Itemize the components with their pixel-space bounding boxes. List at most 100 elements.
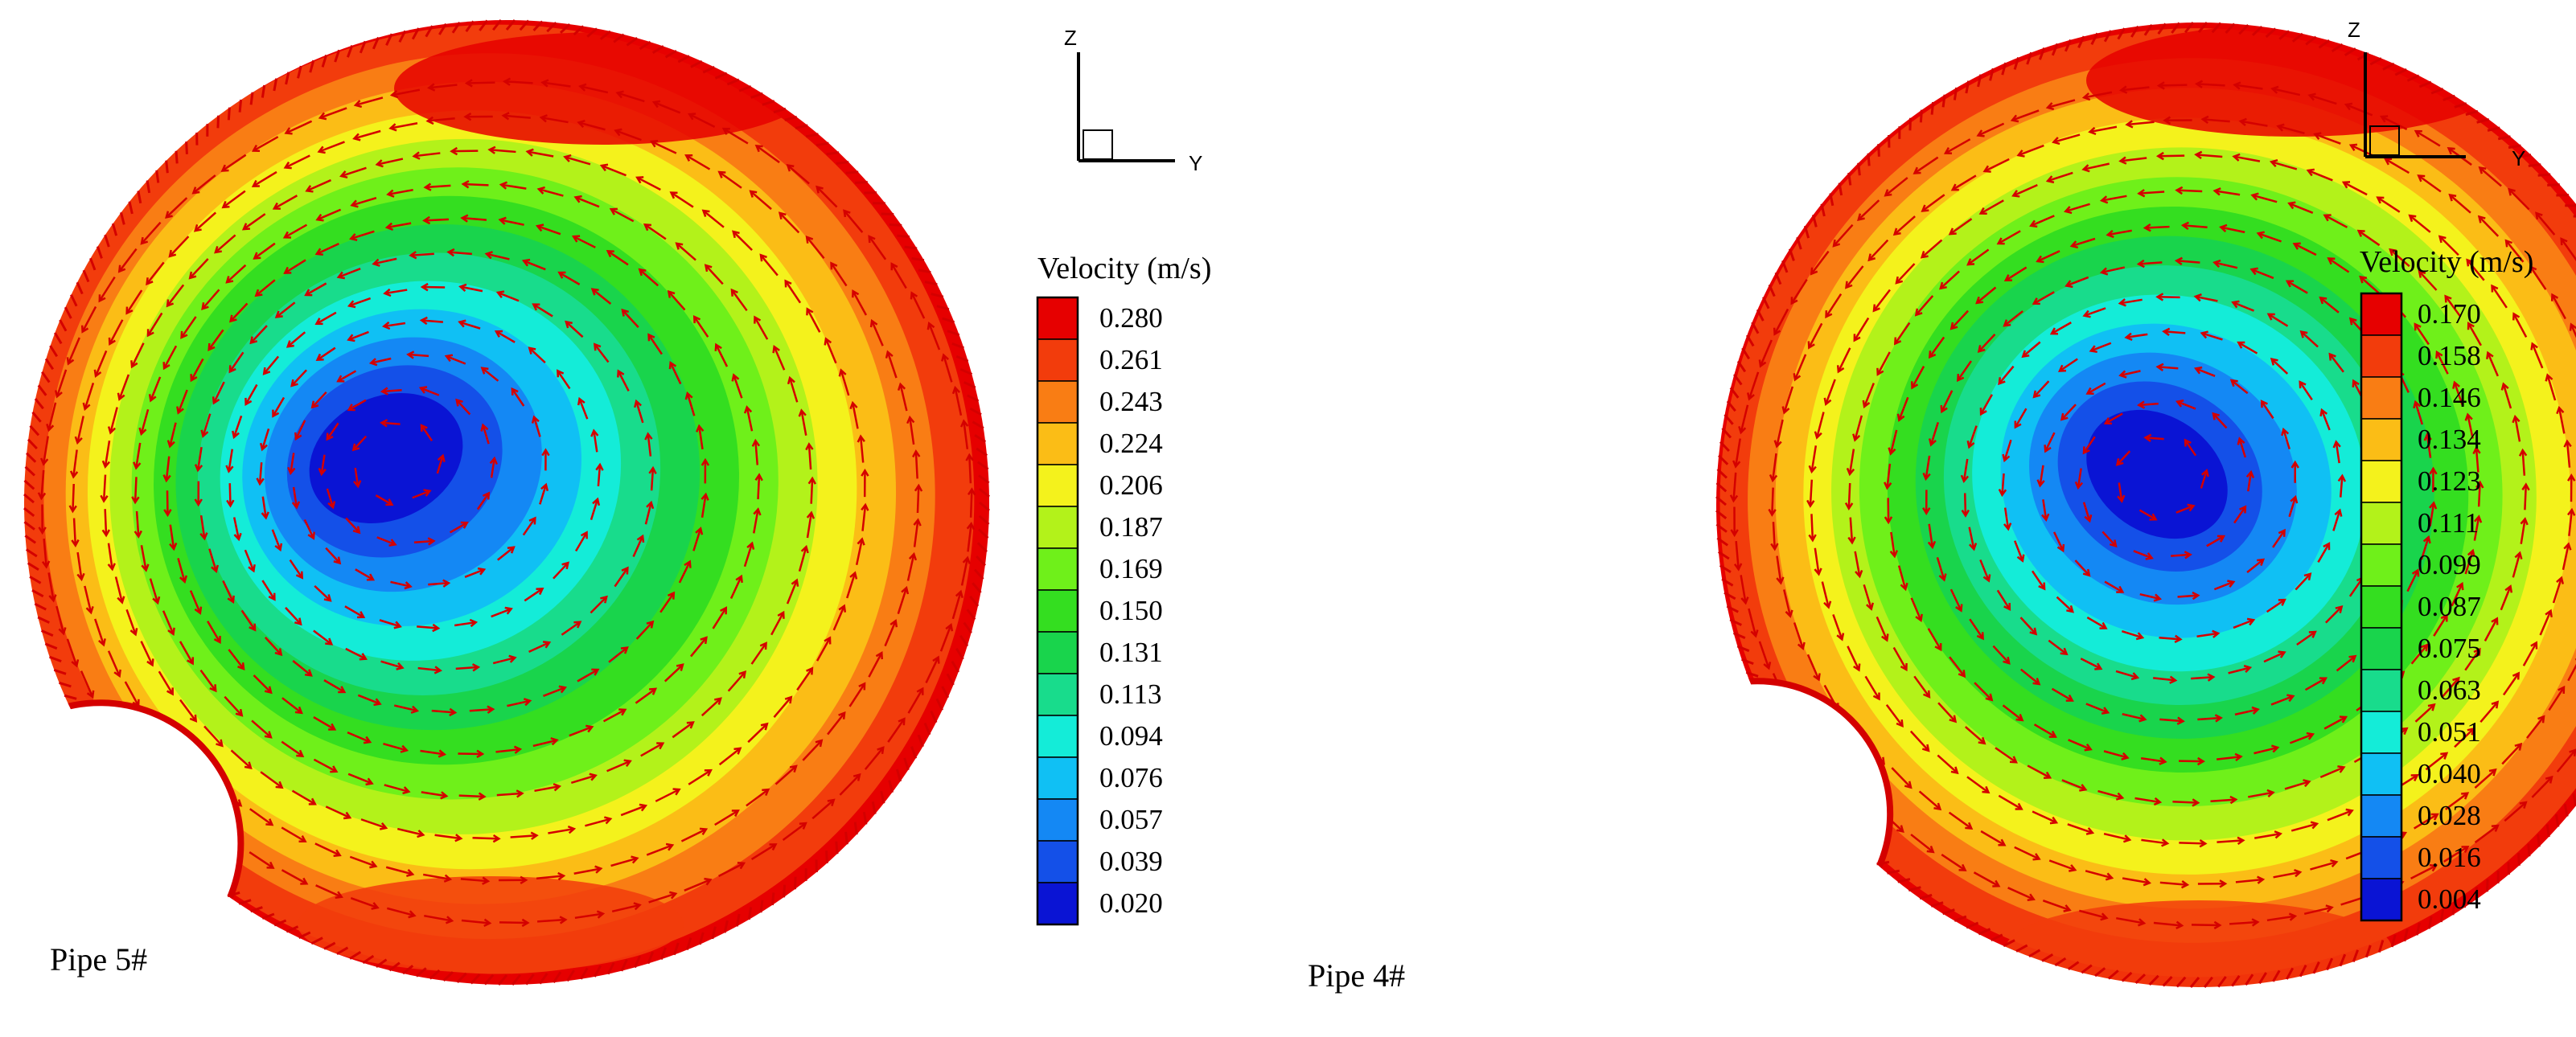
wall-arrow bbox=[1953, 87, 1958, 100]
velocity-arrow bbox=[2514, 416, 2521, 442]
velocity-arrow bbox=[190, 358, 204, 381]
wall-arrow bbox=[930, 710, 938, 723]
wall-arrow bbox=[273, 78, 278, 92]
velocity-arrow bbox=[243, 213, 266, 231]
arrow-head bbox=[2435, 350, 2443, 359]
arrow-head bbox=[2303, 779, 2311, 788]
velocity-arrow bbox=[690, 637, 708, 658]
velocity-arrow bbox=[2418, 174, 2442, 193]
wall-arrow bbox=[770, 892, 775, 906]
velocity-arrow bbox=[2022, 341, 2041, 358]
wall-arrow bbox=[29, 576, 42, 584]
arrow-head bbox=[2064, 206, 2073, 215]
velocity-arrow bbox=[261, 580, 276, 600]
arrow-head bbox=[2229, 795, 2238, 805]
velocity-arrow bbox=[2429, 502, 2435, 527]
velocity-arrow bbox=[284, 259, 306, 274]
velocity-arrow bbox=[1810, 514, 1814, 541]
velocity-arrow bbox=[2438, 236, 2459, 256]
arrow-head bbox=[338, 686, 347, 694]
arrow-head bbox=[207, 342, 216, 351]
arrow-head bbox=[2156, 81, 2165, 90]
velocity-arrow bbox=[408, 353, 429, 358]
arrow-head bbox=[2294, 869, 2303, 878]
arrow-head bbox=[2474, 514, 2483, 523]
wall-arrow bbox=[2041, 953, 2054, 962]
arrow-head bbox=[2306, 732, 2315, 740]
arrow-head bbox=[2063, 904, 2072, 912]
velocity-arrow bbox=[2031, 570, 2046, 590]
velocity-arrow bbox=[348, 399, 367, 411]
arrow-head bbox=[162, 474, 171, 483]
velocity-arrow bbox=[2158, 154, 2185, 158]
wall-arrow bbox=[1762, 297, 1770, 309]
arrow-head bbox=[530, 831, 539, 840]
arrow-head bbox=[508, 654, 517, 663]
wall-arrow bbox=[889, 223, 902, 227]
velocity-arrow bbox=[538, 188, 564, 197]
wall-arrow bbox=[672, 942, 680, 956]
arrow-head bbox=[2153, 593, 2163, 602]
velocity-arrow bbox=[2171, 553, 2191, 557]
velocity-arrow bbox=[2444, 295, 2462, 318]
arrow-head bbox=[2155, 293, 2164, 301]
velocity-arrow bbox=[1980, 199, 2004, 215]
arrow-head bbox=[843, 209, 851, 218]
arrow-head bbox=[571, 235, 581, 243]
velocity-arrow bbox=[2270, 358, 2289, 375]
velocity-arrow bbox=[2033, 291, 2055, 305]
velocity-arrow bbox=[2562, 543, 2570, 571]
velocity-arrow bbox=[431, 709, 455, 714]
velocity-arrow bbox=[420, 387, 440, 396]
arrow-head bbox=[2464, 412, 2473, 421]
arrow-head bbox=[667, 591, 676, 600]
arrow-head bbox=[76, 572, 85, 582]
velocity-arrow bbox=[325, 547, 341, 564]
wall-arrow bbox=[1729, 387, 1740, 399]
arrow-head bbox=[639, 803, 648, 812]
velocity-arrow bbox=[806, 308, 821, 333]
arrow-head bbox=[166, 299, 175, 308]
velocity-arrow bbox=[2294, 243, 2317, 256]
velocity-arrow bbox=[2309, 94, 2337, 105]
arrow-head bbox=[1934, 643, 1942, 652]
wall-arrow bbox=[89, 257, 97, 271]
arrow-head bbox=[2270, 358, 2278, 366]
velocity-arrow bbox=[94, 618, 105, 646]
arrow-head bbox=[753, 507, 762, 516]
arrow-head bbox=[93, 369, 102, 378]
arrow-head bbox=[1921, 744, 1930, 752]
velocity-arrow bbox=[1759, 339, 1773, 367]
velocity-arrow bbox=[2233, 619, 2254, 629]
velocity-arrow bbox=[417, 625, 438, 629]
velocity-arrow bbox=[2007, 887, 2035, 900]
wall-arrow bbox=[966, 609, 976, 621]
velocity-arrow bbox=[240, 609, 257, 631]
velocity-arrow bbox=[1921, 239, 1943, 258]
velocity-arrow bbox=[770, 612, 785, 636]
arrow-head bbox=[784, 279, 792, 288]
velocity-arrow bbox=[601, 164, 627, 177]
arrow-head bbox=[686, 721, 695, 729]
arrow-head bbox=[2060, 647, 2069, 656]
arrow-head bbox=[2011, 190, 2020, 198]
arrow-head bbox=[98, 294, 106, 303]
velocity-arrow bbox=[2196, 154, 2223, 158]
velocity-arrow bbox=[1936, 557, 1945, 580]
arrow-head bbox=[165, 211, 173, 219]
wall-arrow bbox=[2286, 967, 2295, 980]
arrow-head bbox=[357, 611, 366, 619]
velocity-arrow bbox=[602, 708, 626, 723]
arrow-head bbox=[2029, 627, 2038, 636]
arrow-head bbox=[298, 835, 307, 843]
wall-arrow bbox=[2382, 62, 2395, 71]
velocity-arrow bbox=[486, 252, 510, 260]
arrow-head bbox=[2411, 568, 2420, 577]
wall-arrow bbox=[31, 411, 42, 423]
arrow-head bbox=[700, 636, 708, 645]
arrow-head bbox=[148, 394, 157, 403]
velocity-arrow bbox=[573, 236, 596, 248]
arrow-head bbox=[209, 684, 217, 693]
wall-arrow bbox=[2157, 23, 2167, 35]
pipe-label: Pipe 4# bbox=[1308, 957, 1406, 994]
